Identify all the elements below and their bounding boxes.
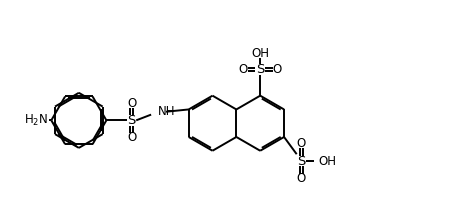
Text: O: O <box>272 63 282 76</box>
Text: O: O <box>126 131 136 144</box>
Text: NH: NH <box>158 105 175 118</box>
Text: S: S <box>296 155 305 167</box>
Text: O: O <box>296 172 305 185</box>
Text: S: S <box>255 63 264 76</box>
Text: S: S <box>127 114 136 127</box>
Text: OH: OH <box>251 47 268 60</box>
Text: O: O <box>296 137 305 150</box>
Text: O: O <box>126 97 136 110</box>
Text: O: O <box>238 63 247 76</box>
Text: OH: OH <box>318 155 336 167</box>
Text: H$_2$N: H$_2$N <box>24 113 48 128</box>
